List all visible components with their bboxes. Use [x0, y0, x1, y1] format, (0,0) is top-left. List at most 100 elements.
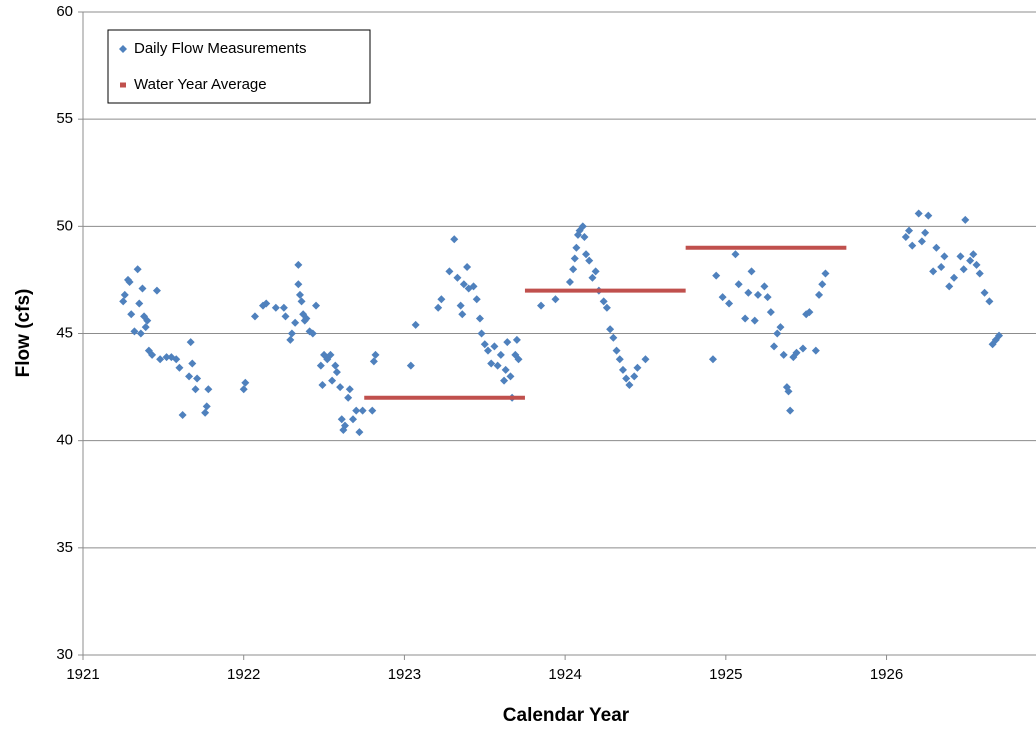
- data-point: [368, 406, 377, 415]
- data-point: [770, 342, 779, 351]
- data-point: [937, 263, 946, 272]
- data-point: [821, 269, 830, 278]
- data-point: [818, 280, 827, 289]
- data-point: [914, 209, 923, 218]
- data-point: [512, 335, 521, 344]
- data-point: [641, 355, 650, 364]
- data-point: [475, 314, 484, 323]
- data-point: [753, 290, 762, 299]
- data-point: [127, 310, 136, 319]
- data-point: [120, 290, 129, 299]
- data-point: [316, 361, 325, 370]
- data-point: [725, 299, 734, 308]
- data-point: [956, 252, 965, 261]
- data-point: [950, 273, 959, 282]
- legend-box: [107, 29, 371, 104]
- data-point: [241, 378, 250, 387]
- data-point: [332, 368, 341, 377]
- data-point: [612, 346, 621, 355]
- y-tick-label: 35: [56, 539, 73, 556]
- data-point: [185, 372, 194, 381]
- data-point: [591, 267, 600, 276]
- data-point: [135, 299, 144, 308]
- data-point: [712, 271, 721, 280]
- x-tick-label: 1926: [870, 666, 903, 683]
- data-point: [450, 235, 459, 244]
- data-point: [609, 333, 618, 342]
- data-point: [921, 228, 930, 237]
- data-point: [980, 288, 989, 297]
- data-point: [741, 314, 750, 323]
- data-point: [138, 284, 147, 293]
- data-point: [458, 310, 467, 319]
- data-point: [763, 293, 772, 302]
- data-point: [811, 346, 820, 355]
- data-point: [345, 385, 354, 394]
- data-point: [995, 331, 1004, 340]
- data-point: [514, 355, 523, 364]
- data-point: [580, 233, 589, 242]
- data-point: [148, 350, 157, 359]
- data-point: [337, 415, 346, 424]
- data-point: [718, 293, 727, 302]
- data-point: [136, 329, 145, 338]
- data-point: [901, 233, 910, 242]
- data-point: [434, 303, 443, 312]
- data-point: [291, 318, 300, 327]
- data-point: [477, 329, 486, 338]
- legend-label: Water Year Average: [134, 76, 267, 93]
- x-tick-label: 1922: [227, 666, 260, 683]
- data-point: [493, 361, 502, 370]
- y-tick-label: 45: [56, 324, 73, 341]
- data-point: [784, 387, 793, 396]
- data-point: [483, 346, 492, 355]
- y-tick-label: 50: [56, 217, 73, 234]
- data-point: [279, 303, 288, 312]
- x-tick-label: 1921: [66, 666, 99, 683]
- legend-label: Daily Flow Measurements: [134, 40, 307, 57]
- data-point: [340, 421, 349, 430]
- data-point: [130, 327, 139, 336]
- data-point: [815, 290, 824, 299]
- data-point: [336, 383, 345, 392]
- data-point: [297, 297, 306, 306]
- data-point: [972, 260, 981, 269]
- data-point: [456, 301, 465, 310]
- data-point: [570, 254, 579, 263]
- data-point: [588, 273, 597, 282]
- data-point: [193, 374, 202, 383]
- data-point: [506, 372, 515, 381]
- data-point: [565, 278, 574, 287]
- data-point: [472, 295, 481, 304]
- data-point: [487, 359, 496, 368]
- data-point: [344, 393, 353, 402]
- data-point: [929, 267, 938, 276]
- data-point: [286, 335, 295, 344]
- data-point: [572, 243, 581, 252]
- data-point: [480, 340, 489, 349]
- data-point: [945, 282, 954, 291]
- data-point: [985, 297, 994, 306]
- data-point: [630, 372, 639, 381]
- data-point: [178, 410, 187, 419]
- data-point: [578, 222, 587, 231]
- data-point: [496, 350, 505, 359]
- data-point: [932, 243, 941, 252]
- data-point: [172, 355, 181, 364]
- data-point: [924, 211, 933, 220]
- data-point: [961, 215, 970, 224]
- data-point: [969, 250, 978, 259]
- data-point: [295, 290, 304, 299]
- data-point: [201, 408, 210, 417]
- data-point: [445, 267, 454, 276]
- data-point: [294, 280, 303, 289]
- data-point: [186, 338, 195, 347]
- data-point: [328, 376, 337, 385]
- data-point: [287, 329, 296, 338]
- data-point: [917, 237, 926, 246]
- data-point: [747, 267, 756, 276]
- data-point: [975, 269, 984, 278]
- y-tick-label: 40: [56, 432, 73, 449]
- data-point: [119, 297, 128, 306]
